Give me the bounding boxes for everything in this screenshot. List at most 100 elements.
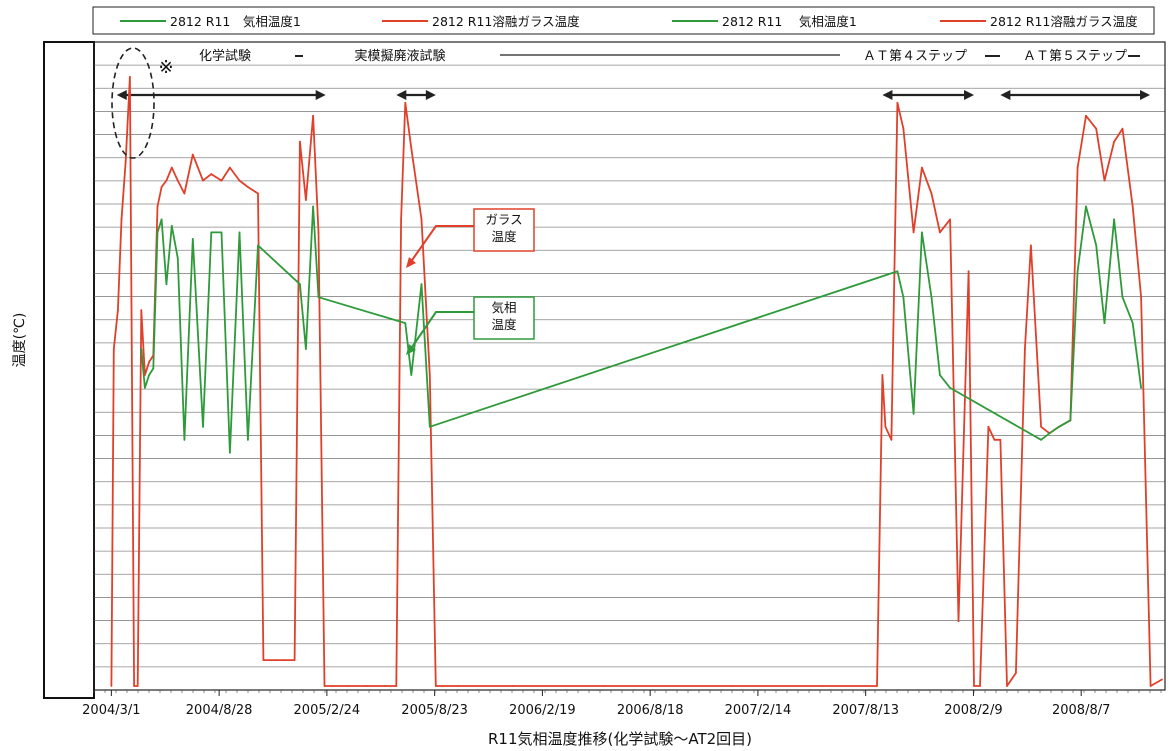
data-point <box>133 685 136 687</box>
glass-callout-leader <box>409 225 474 264</box>
data-point <box>262 659 265 661</box>
gas-callout-text: 気相 <box>491 300 516 315</box>
data-point <box>890 438 893 441</box>
data-point <box>973 685 975 687</box>
data-point <box>156 205 159 208</box>
glass-callout-text: 温度 <box>491 229 517 244</box>
campaign-arrowhead <box>882 90 893 100</box>
campaign-arrowhead <box>1000 90 1011 100</box>
data-point <box>1069 419 1072 422</box>
x-axis: 2004/3/1 2004/8/28 2005/2/24 2005/8/23 2006/… <box>82 690 1162 718</box>
glass-callout-arrowhead <box>406 257 416 268</box>
data-point <box>183 438 186 441</box>
x-tick-label: 2004/3/1 <box>82 703 140 718</box>
data-point <box>921 166 923 169</box>
note-mark: ※ <box>158 57 173 78</box>
data-point <box>136 685 139 687</box>
data-point <box>930 296 933 299</box>
x-tick-label: 2007/8/13 <box>832 703 899 718</box>
x-axis-label: R11気相温度推移(化学試験～AT2回目) <box>488 730 752 748</box>
data-point <box>148 374 151 376</box>
data-point <box>428 374 431 376</box>
data-point <box>170 166 173 169</box>
data-point <box>312 205 314 208</box>
data-point <box>881 374 884 376</box>
data-point <box>124 160 127 163</box>
data-point <box>1076 166 1079 169</box>
gas-callout-leader <box>409 311 474 351</box>
data-point <box>347 685 350 687</box>
data-point <box>247 438 249 441</box>
x-tick-label: 2007/2/14 <box>725 703 792 718</box>
data-point <box>1113 218 1115 221</box>
data-point <box>821 685 823 687</box>
data-point <box>191 153 194 156</box>
data-point <box>993 438 996 441</box>
data-point <box>410 374 413 376</box>
gas-callout-box <box>473 296 535 340</box>
x-tick-label: 2008/8/7 <box>1052 703 1110 718</box>
data-point <box>293 659 296 661</box>
glass-callout-box <box>473 208 535 252</box>
data-point <box>457 685 459 687</box>
data-point <box>140 309 143 312</box>
data-point <box>410 147 413 150</box>
data-point <box>283 659 286 661</box>
x-tick-label: 2008/2/9 <box>944 703 1002 718</box>
data-point <box>979 685 981 687</box>
data-point <box>949 218 951 221</box>
data-point <box>1095 127 1098 130</box>
campaign-label: ＡＴ第４ステップ <box>863 49 967 64</box>
data-point <box>1161 678 1163 681</box>
data-point <box>384 685 386 687</box>
data-point <box>160 218 163 221</box>
data-point <box>160 186 163 188</box>
data-point <box>1040 438 1042 441</box>
campaign-arrowhead <box>425 90 436 100</box>
data-point <box>1058 425 1060 428</box>
data-point <box>268 659 271 661</box>
data-point <box>176 257 179 260</box>
data-point <box>896 270 899 273</box>
campaign-arrowhead <box>396 90 407 100</box>
data-point <box>238 231 241 234</box>
data-point <box>420 218 423 221</box>
data-point <box>176 179 179 182</box>
series-layer <box>110 76 1163 687</box>
data-point <box>400 218 402 221</box>
data-point <box>129 76 131 78</box>
data-point <box>210 231 213 234</box>
series-line <box>110 76 1163 687</box>
data-point <box>305 199 307 201</box>
x-tick-label: 2005/8/23 <box>401 703 468 718</box>
series-line <box>140 205 1142 454</box>
grid <box>94 41 1165 691</box>
data-point <box>1131 322 1134 324</box>
campaign-annotations: 化学試験 実模擬廃液試験 ＡＴ第４ステップ ＡＴ第５ステップ <box>116 48 1151 100</box>
data-point <box>144 374 146 376</box>
campaign-arrowhead <box>116 90 127 100</box>
data-point <box>896 101 899 104</box>
legend: 2812 R11 気相温度1 2812 R11溶融ガラス温度 2812 R11 気相… <box>120 14 1138 29</box>
data-point <box>912 231 915 234</box>
data-point <box>1024 348 1026 350</box>
legend-entry: 2812 R11 気相温度1 <box>170 14 301 29</box>
data-point <box>152 354 155 357</box>
data-point <box>730 685 733 687</box>
data-point <box>1140 387 1142 389</box>
data-point <box>210 173 213 176</box>
campaign-label: 化学試験 <box>199 48 251 64</box>
data-point <box>229 166 231 169</box>
data-point <box>1015 672 1017 674</box>
data-point <box>191 238 194 240</box>
data-point <box>428 425 431 428</box>
x-tick-label: 2006/2/19 <box>509 703 576 718</box>
data-point <box>902 127 905 130</box>
data-point <box>229 451 231 454</box>
data-point <box>312 114 314 117</box>
data-point <box>183 192 186 195</box>
data-point <box>912 412 915 415</box>
data-point <box>395 685 398 687</box>
data-point <box>257 192 259 195</box>
data-point <box>1140 296 1142 299</box>
